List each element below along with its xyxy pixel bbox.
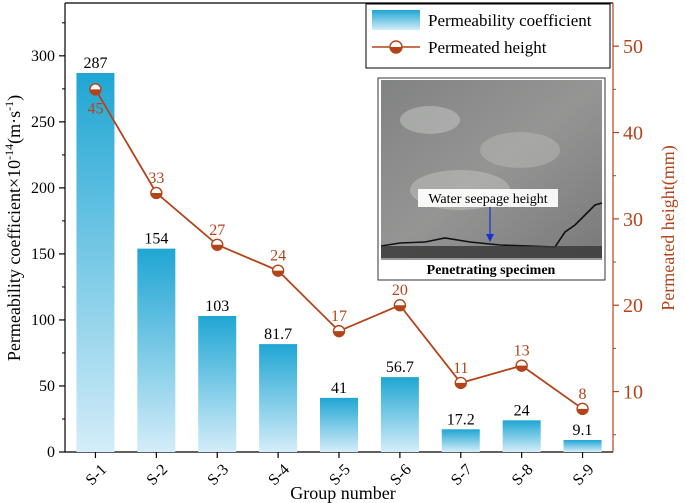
bar [502,420,541,452]
left-tick-label: 200 [31,180,55,197]
legend-line-label: Permeated height [428,38,547,57]
bar [441,429,480,452]
inset-specimen-image: Water seepage height Penetrating specime… [377,77,606,281]
line-value-label: 27 [209,222,225,239]
x-axis-title: Group number [290,483,395,503]
bar [320,397,358,452]
left-tick-label: 300 [31,48,55,65]
line-point-fill [455,382,467,389]
x-tick-label: S-1 [83,461,111,489]
left-tick-label: 250 [31,114,55,131]
bar-value-label: 24 [514,402,530,419]
x-tick-label: S-4 [265,461,293,489]
bar-labels: 287 154 103 81.7 41 56.7 17.2 24 9.1 [83,55,592,439]
legend-bar-label: Permeability coefficient [428,11,592,30]
line-point-fill [394,305,406,311]
left-axis-title-unit: (m·s [4,111,25,144]
line-value-label: 24 [270,248,286,265]
bar-value-label: 103 [205,298,229,315]
x-tick-label: S-8 [509,461,537,489]
line-value-label: 20 [392,282,408,299]
line-point-fill [89,89,101,95]
right-axis-title: Permeated height(mm) [658,145,679,310]
right-tick-label: 40 [623,123,643,145]
bar-value-label: 81.7 [264,326,292,343]
line-point-fill [272,270,284,277]
bar-value-label: 154 [144,231,168,248]
line-value-label: 11 [453,360,468,377]
legend: Permeability coefficient Permeated heigh… [365,3,611,69]
line-point-fill [150,192,162,199]
left-axis-title-end: ) [4,95,25,101]
bar-value-label: 287 [83,55,107,72]
line-value-label: 45 [87,100,103,117]
left-axis-ticks: 0 50 100 150 200 250 300 [31,22,65,461]
line-point-fill [333,331,345,337]
bar [563,439,602,452]
left-axis-title-exp: -14 [2,144,16,160]
bar-value-label: 41 [331,380,347,397]
x-tick-label: S-9 [570,461,598,489]
seepage-arrow-icon [486,234,494,242]
right-tick-label: 20 [623,295,643,317]
left-tick-label: 50 [39,378,55,395]
left-axis-title-main: Permeability coefficient×10 [4,160,24,361]
seepage-annotation: Water seepage height [428,192,547,207]
line-point-fill [516,365,528,372]
bar [76,72,115,452]
line-point-fill [211,244,223,251]
left-tick-label: 100 [31,312,55,329]
right-axis-ticks: 10 20 30 40 50 [613,36,643,436]
x-tick-label: S-3 [204,461,232,489]
bar-series [76,72,602,452]
line-labels: 45 33 27 24 17 20 11 13 8 [87,100,586,402]
legend-marker-fill [390,47,402,53]
left-axis-title-unit-exp: -1 [2,101,16,111]
line-series [89,83,589,416]
left-tick-label: 150 [31,246,55,263]
bar-value-label: 17.2 [447,411,475,428]
bar-value-label: 9.1 [573,422,593,439]
line-value-label: 33 [148,170,164,187]
inset-caption: Penetrating specimen [427,263,556,278]
x-tick-label: S-2 [144,461,172,489]
line-value-label: 8 [579,386,587,403]
bar [380,377,419,452]
left-tick-label: 0 [47,444,55,461]
line-value-label: 13 [514,343,530,360]
line-point-fill [577,408,589,415]
x-tick-label: S-7 [448,461,476,489]
line-value-label: 17 [331,308,347,325]
legend-bar-swatch [372,10,420,30]
bar-value-label: 56.7 [386,359,414,376]
bar [137,248,176,452]
left-axis-title: Permeability coefficient×10-14(m·s-1) [2,95,25,361]
right-tick-label: 10 [623,382,643,404]
right-tick-label: 30 [623,209,643,231]
right-tick-label: 50 [623,36,643,58]
bar [198,315,237,452]
bar [259,344,298,452]
